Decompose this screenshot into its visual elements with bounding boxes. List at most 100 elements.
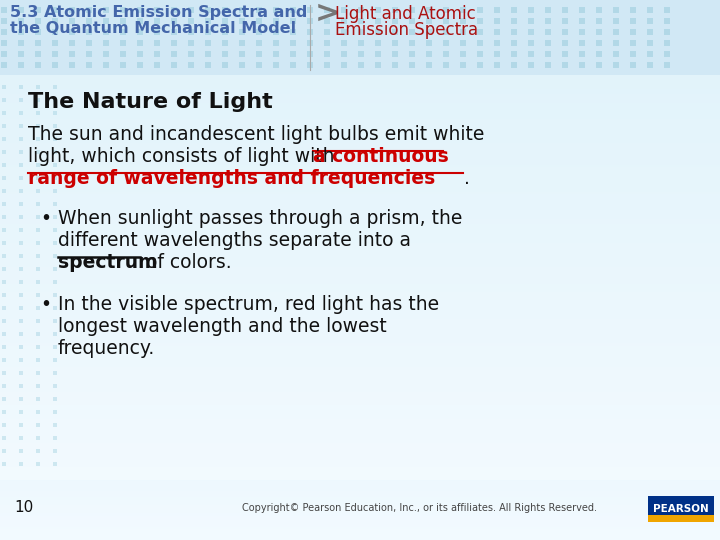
- Bar: [0, 84, 720, 86]
- Bar: [0, 278, 720, 281]
- Bar: [0, 367, 720, 370]
- Bar: [0, 62, 720, 65]
- Bar: [0, 497, 720, 500]
- Bar: [0, 59, 720, 62]
- Bar: [0, 284, 720, 286]
- Bar: [0, 116, 720, 119]
- Bar: [0, 373, 720, 375]
- Bar: [0, 154, 720, 157]
- Bar: [0, 321, 720, 324]
- Bar: [0, 275, 720, 278]
- Bar: [0, 356, 720, 359]
- Bar: [0, 294, 720, 297]
- Bar: [0, 157, 720, 159]
- Bar: [0, 516, 720, 518]
- Bar: [0, 316, 720, 319]
- Bar: [0, 416, 720, 418]
- Bar: [0, 446, 720, 448]
- Text: longest wavelength and the lowest: longest wavelength and the lowest: [58, 317, 387, 336]
- Bar: [0, 14, 720, 16]
- Bar: [0, 186, 720, 189]
- Bar: [0, 289, 720, 292]
- Bar: [0, 46, 720, 49]
- Bar: [0, 35, 720, 38]
- Bar: [0, 138, 720, 140]
- Bar: [0, 329, 720, 332]
- Bar: [0, 265, 720, 267]
- Bar: [0, 86, 720, 89]
- Bar: [0, 483, 720, 486]
- Bar: [0, 49, 720, 51]
- Bar: [0, 535, 720, 537]
- Bar: [0, 338, 720, 340]
- Text: PEARSON: PEARSON: [653, 504, 709, 514]
- Text: In the visible spectrum, red light has the: In the visible spectrum, red light has t…: [58, 295, 439, 314]
- Bar: [0, 346, 720, 348]
- Bar: [0, 89, 720, 92]
- Bar: [0, 8, 720, 11]
- Bar: [0, 386, 720, 389]
- Bar: [0, 459, 720, 462]
- Bar: [0, 127, 720, 130]
- Text: Emission Spectra: Emission Spectra: [335, 21, 478, 39]
- Bar: [0, 16, 720, 19]
- Bar: [0, 392, 720, 394]
- Bar: [0, 435, 720, 437]
- Bar: [0, 489, 720, 491]
- Bar: [0, 297, 720, 300]
- Bar: [0, 319, 720, 321]
- Text: of colors.: of colors.: [140, 253, 232, 272]
- Text: The Nature of Light: The Nature of Light: [28, 92, 273, 112]
- Bar: [0, 359, 720, 362]
- Bar: [0, 478, 720, 481]
- Bar: [0, 68, 720, 70]
- Bar: [0, 418, 720, 421]
- Bar: [0, 348, 720, 351]
- Bar: [0, 111, 720, 113]
- Bar: [0, 230, 720, 232]
- Bar: [0, 281, 720, 284]
- Bar: [0, 292, 720, 294]
- Bar: [0, 216, 720, 219]
- Bar: [0, 103, 720, 105]
- Bar: [0, 75, 720, 480]
- Bar: [0, 462, 720, 464]
- Bar: [0, 491, 720, 494]
- Bar: [0, 486, 720, 489]
- Bar: [0, 76, 720, 78]
- Bar: [0, 340, 720, 343]
- Bar: [0, 32, 720, 35]
- Bar: [0, 251, 720, 254]
- Bar: [0, 475, 720, 478]
- Text: different wavelengths separate into a: different wavelengths separate into a: [58, 231, 411, 250]
- Bar: [0, 22, 720, 24]
- Bar: [0, 254, 720, 256]
- Bar: [0, 0, 720, 75]
- Bar: [0, 227, 720, 229]
- Bar: [0, 364, 720, 367]
- Bar: [0, 440, 720, 443]
- Bar: [0, 429, 720, 432]
- Bar: [0, 224, 720, 227]
- Text: •: •: [40, 209, 51, 228]
- Bar: [0, 178, 720, 181]
- Bar: [0, 219, 720, 221]
- Bar: [0, 246, 720, 248]
- Bar: [0, 167, 720, 170]
- Bar: [0, 194, 720, 197]
- Bar: [0, 362, 720, 364]
- Bar: [0, 518, 720, 521]
- Bar: [0, 427, 720, 429]
- Bar: [0, 232, 720, 235]
- Bar: [0, 397, 720, 400]
- Bar: [0, 92, 720, 94]
- Bar: [0, 159, 720, 162]
- Bar: [0, 389, 720, 392]
- Bar: [0, 273, 720, 275]
- Bar: [0, 130, 720, 132]
- Bar: [0, 162, 720, 165]
- Bar: [0, 505, 720, 508]
- Text: When sunlight passes through a prism, the: When sunlight passes through a prism, th…: [58, 209, 462, 228]
- Bar: [0, 310, 720, 313]
- Bar: [0, 211, 720, 213]
